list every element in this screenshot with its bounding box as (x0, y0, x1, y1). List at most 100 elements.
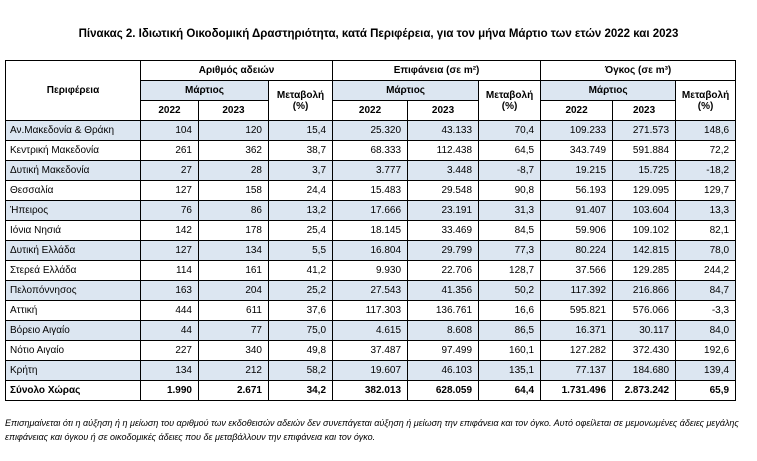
table-cell: Στερεά Ελλάδα (5, 260, 141, 281)
table-cell: 19.607 (332, 360, 409, 381)
table-cell: 64,5 (478, 140, 542, 161)
table-cell: 86,5 (478, 320, 542, 341)
table-cell: 23.191 (407, 200, 480, 221)
table-cell: 18.145 (332, 220, 409, 241)
table-cell: 109.233 (540, 120, 614, 141)
table-cell: 127.282 (540, 340, 614, 361)
table-cell: 82,1 (675, 220, 737, 241)
table-cell: 244,2 (675, 260, 737, 281)
table-cell: 109.102 (612, 220, 677, 241)
table-cell: 117.392 (540, 280, 614, 301)
table-row: Περιφέρεια Αριθμός αδειών Επιφάνεια (σε m²… (5, 60, 737, 121)
table-cell: 343.749 (540, 140, 614, 161)
table-cell: 5,5 (267, 240, 334, 261)
table-cell: 139,4 (675, 360, 737, 381)
header-cell: Μάρτιος (540, 80, 677, 101)
table-cell: 91.407 (540, 200, 614, 221)
table-row: Θεσσαλία 127 158 24,4 15.483 29.548 90,8 56.193… (5, 180, 737, 201)
table-cell: 77 (198, 320, 269, 341)
table-cell: 628.059 (407, 380, 480, 401)
table-cell: 3.777 (332, 160, 409, 181)
table-cell: 158 (198, 180, 269, 201)
table-cell: 227 (140, 340, 199, 361)
table-cell: 3.448 (407, 160, 480, 181)
table-cell: Κεντρική Μακεδονία (5, 140, 141, 161)
table-cell: 591.884 (612, 140, 677, 161)
table-row: Κρήτη 134 212 58,2 19.607 46.103 135,1 77.137 18… (5, 360, 737, 381)
table-cell: 13,3 (675, 200, 737, 221)
header-cell: Μεταβολή (%) (267, 80, 334, 121)
table-cell: 261 (140, 140, 199, 161)
table-cell: 127 (140, 240, 199, 261)
table-cell: 76 (140, 200, 199, 221)
table-cell: 117.303 (332, 300, 409, 321)
table-cell: 129.095 (612, 180, 677, 201)
table-cell: 80.224 (540, 240, 614, 261)
table-cell: 70,4 (478, 120, 542, 141)
table-cell: 15,4 (267, 120, 334, 141)
table-cell: 595.821 (540, 300, 614, 321)
table-cell: 16.371 (540, 320, 614, 341)
table-cell: 27.543 (332, 280, 409, 301)
table-title: Πίνακας 2. Ιδιωτική Οικοδομική Δραστηριό… (78, 28, 679, 40)
table-cell: 2.873.242 (612, 380, 677, 401)
table-cell: 13,2 (267, 200, 334, 221)
table-cell: 1.990 (140, 380, 199, 401)
table-cell: 114 (140, 260, 199, 281)
table-cell: Νότιο Αιγαίο (5, 340, 141, 361)
table-cell: 148,6 (675, 120, 737, 141)
table-cell: 22.706 (407, 260, 480, 281)
header-cell: Περιφέρεια (5, 60, 141, 121)
table-cell: 25.320 (332, 120, 409, 141)
table-cell: Ήπειρος (5, 200, 141, 221)
table-cell: 178 (198, 220, 269, 241)
table-cell: 142 (140, 220, 199, 241)
header-cell: Επιφάνεια (σε m²) (332, 60, 542, 81)
table-cell: Αττική (5, 300, 141, 321)
table-cell: Κρήτη (5, 360, 141, 381)
table-cell: 9.930 (332, 260, 409, 281)
table-cell: 65,9 (675, 380, 737, 401)
table-cell: 97.499 (407, 340, 480, 361)
table-cell: 134 (198, 240, 269, 261)
table-cell: 1.731.496 (540, 380, 614, 401)
table-cell: 120 (198, 120, 269, 141)
table-cell: 17.666 (332, 200, 409, 221)
table-cell: 72,2 (675, 140, 737, 161)
table-row: Νότιο Αιγαίο 227 340 49,8 37.487 97.499 160,1 1… (5, 340, 737, 361)
header-cell: Αριθμός αδειών (139, 60, 334, 81)
data-table: Περιφέρεια Αριθμός αδειών Επιφάνεια (σε m²… (5, 60, 737, 401)
header-cell: Μάρτιος (140, 80, 269, 101)
table-cell: 38,7 (267, 140, 334, 161)
table-cell: 68.333 (332, 140, 409, 161)
table-cell: 2.671 (198, 380, 269, 401)
table-row: Δυτική Ελλάδα 127 134 5,5 16.804 29.799 77,3 80… (5, 240, 737, 261)
table-cell: Αν.Μακεδονία & Θράκη (5, 120, 141, 141)
header-cell: 2023 (407, 100, 480, 121)
header-cell: 2022 (140, 100, 199, 121)
footnote: Επισημαίνεται ότι η αύξηση ή η μείωση το… (5, 418, 739, 442)
table-cell: 49,8 (267, 340, 334, 361)
table-cell: 84,0 (675, 320, 737, 341)
table-cell: 340 (198, 340, 269, 361)
table-cell: 58,2 (267, 360, 334, 381)
table-cell: 28 (198, 160, 269, 181)
table-cell: Σύνολο Χώρας (5, 380, 141, 401)
table-cell: 37.566 (540, 260, 614, 281)
table-cell: 44 (140, 320, 199, 341)
header-cell: 2022 (332, 100, 409, 121)
table-cell: 204 (198, 280, 269, 301)
table-cell: 64,4 (478, 380, 542, 401)
table-cell: 576.066 (612, 300, 677, 321)
table-cell: 16,6 (478, 300, 542, 321)
table-cell: -3,3 (675, 300, 737, 321)
table-row: Σύνολο Χώρας 1.990 2.671 34,2 382.013 628.059… (5, 380, 737, 401)
table-row: Πελοπόννησος 163 204 25,2 27.543 41.356 50,2 11… (5, 280, 737, 301)
table-cell: 216.866 (612, 280, 677, 301)
table-cell: Βόρειο Αιγαίο (5, 320, 141, 341)
table-cell: 77.137 (540, 360, 614, 381)
table-row: Στερεά Ελλάδα 114 161 41,2 9.930 22.706 128,7 3… (5, 260, 737, 281)
table-cell: 41.356 (407, 280, 480, 301)
table-cell: 161 (198, 260, 269, 281)
table-row: Δυτική Μακεδονία 27 28 3,7 3.777 3.448 -8,7 19.… (5, 160, 737, 181)
